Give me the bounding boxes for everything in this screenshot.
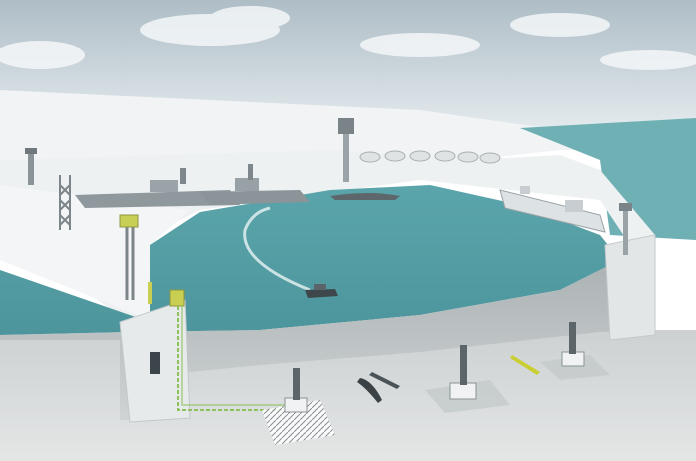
signal-mast-right [619, 203, 632, 255]
radar-mast-center [338, 118, 354, 182]
harbor-wall [0, 250, 652, 420]
patrol-boat [305, 284, 338, 298]
submarine [330, 193, 400, 200]
distant-sea [520, 118, 696, 240]
storage-tanks [359, 150, 501, 164]
yellow-drone [510, 355, 540, 375]
wall-sensor [150, 352, 160, 374]
harbor-water [0, 185, 620, 335]
warships [75, 164, 310, 208]
surveillance-tower [119, 214, 139, 300]
underwater-vehicle [357, 378, 382, 403]
shore-sensor-yellow [148, 282, 185, 307]
sonar-sensor-1 [262, 368, 335, 445]
radar-mast-left [25, 148, 37, 185]
left-pier [0, 185, 190, 320]
tanker [499, 186, 606, 233]
lattice-tower [59, 175, 71, 230]
clouds [0, 6, 696, 70]
boat-wake [243, 206, 311, 292]
sonar-sensor-2 [425, 345, 510, 413]
small-torpedo [369, 372, 400, 389]
right-pier-block [604, 234, 656, 341]
sonar-sensor-3 [540, 322, 610, 380]
underwater-cable [177, 306, 300, 411]
